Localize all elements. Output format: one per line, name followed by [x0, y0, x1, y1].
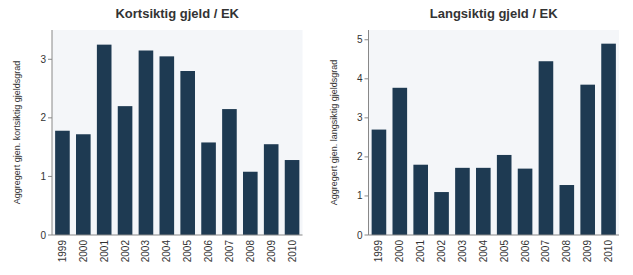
bar [372, 130, 387, 235]
bar [222, 109, 237, 235]
y-tick-label: 1 [357, 190, 363, 201]
y-tick [48, 117, 52, 118]
x-tick-label: 2006 [520, 240, 531, 263]
y-tick-label: 2 [40, 112, 46, 123]
bar [434, 192, 449, 235]
x-axis-line [52, 235, 303, 236]
panel: Langsiktig gjeld / EK Aggregert gjen. lan… [329, 6, 620, 262]
bar [560, 185, 575, 235]
chart-container: Kortsiktig gjeld / EK Aggregert gjen. kor… [0, 0, 633, 275]
y-tick [365, 78, 369, 79]
y-tick [365, 156, 369, 157]
x-tick-label: 2009 [266, 240, 277, 263]
y-tick [365, 117, 369, 118]
x-tick-label: 1999 [57, 240, 68, 263]
x-tick-label: 2000 [78, 240, 89, 263]
bar [264, 144, 279, 235]
plot-background [52, 30, 303, 235]
x-tick-label: 2003 [140, 240, 151, 263]
y-tick-label: 0 [357, 230, 363, 241]
x-tick-label: 2003 [457, 240, 468, 263]
x-tick-label: 2007 [224, 240, 235, 263]
y-axis-label: Aggregert gjen. kortsiktig gjeldsgrad [12, 61, 22, 205]
panel: Kortsiktig gjeld / EK Aggregert gjen. kor… [12, 6, 303, 262]
y-tick [365, 235, 369, 236]
x-tick-label: 2008 [561, 240, 572, 263]
y-axis-line [368, 30, 369, 235]
bar [160, 56, 175, 235]
chart-title: Langsiktig gjeld / EK [430, 6, 558, 21]
y-tick-label: 2 [357, 151, 363, 162]
x-tick-label: 2010 [287, 240, 298, 263]
bar [539, 61, 554, 235]
x-tick-label: 2001 [415, 240, 426, 263]
x-tick-label: 2010 [603, 240, 614, 263]
bar [497, 155, 512, 235]
bar [180, 71, 195, 235]
bar [455, 168, 470, 235]
y-tick-label: 1 [40, 171, 46, 182]
x-tick-label: 2005 [182, 240, 193, 263]
y-tick [365, 195, 369, 196]
x-tick-label: 2006 [203, 240, 214, 263]
bar [76, 134, 91, 235]
bars [372, 44, 616, 235]
x-tick-label: 2002 [436, 240, 447, 263]
y-axis-label: Aggregert gjen. langsiktig gjeldsgrad [329, 60, 339, 206]
x-tick-label: 2001 [99, 240, 110, 263]
bar [118, 106, 133, 235]
bar [139, 51, 154, 236]
x-tick-label: 2002 [120, 240, 131, 263]
y-tick-label: 0 [40, 230, 46, 241]
y-tick-label: 4 [357, 73, 363, 84]
bars [55, 45, 299, 235]
x-tick-label: 2004 [161, 240, 172, 263]
x-tick-label: 2008 [245, 240, 256, 263]
y-tick-label: 3 [357, 112, 363, 123]
bar [580, 85, 595, 235]
bar [285, 160, 300, 235]
x-tick-label: 2007 [540, 240, 551, 263]
y-tick-label: 5 [357, 34, 363, 45]
x-tick-label: 1999 [373, 240, 384, 263]
bar [243, 172, 258, 235]
y-tick [48, 176, 52, 177]
y-tick [365, 39, 369, 40]
x-tick-label: 2004 [478, 240, 489, 263]
x-tick-label: 2005 [499, 240, 510, 263]
bar [97, 45, 112, 235]
bar [476, 168, 491, 235]
y-axis-line [52, 30, 53, 235]
y-tick [48, 235, 52, 236]
plot-background [369, 30, 620, 235]
bar [518, 169, 533, 235]
x-tick-label: 2000 [394, 240, 405, 263]
y-tick [48, 59, 52, 60]
x-axis-line [369, 235, 620, 236]
chart-title: Kortsiktig gjeld / EK [115, 6, 239, 21]
y-tick-label: 3 [40, 54, 46, 65]
x-tick-label: 2009 [582, 240, 593, 263]
chart-svg: Kortsiktig gjeld / EK Aggregert gjen. kor… [0, 0, 633, 275]
bar [413, 165, 428, 235]
bar [201, 142, 216, 235]
bar [393, 88, 408, 235]
bar [55, 131, 70, 235]
bar [601, 44, 616, 235]
